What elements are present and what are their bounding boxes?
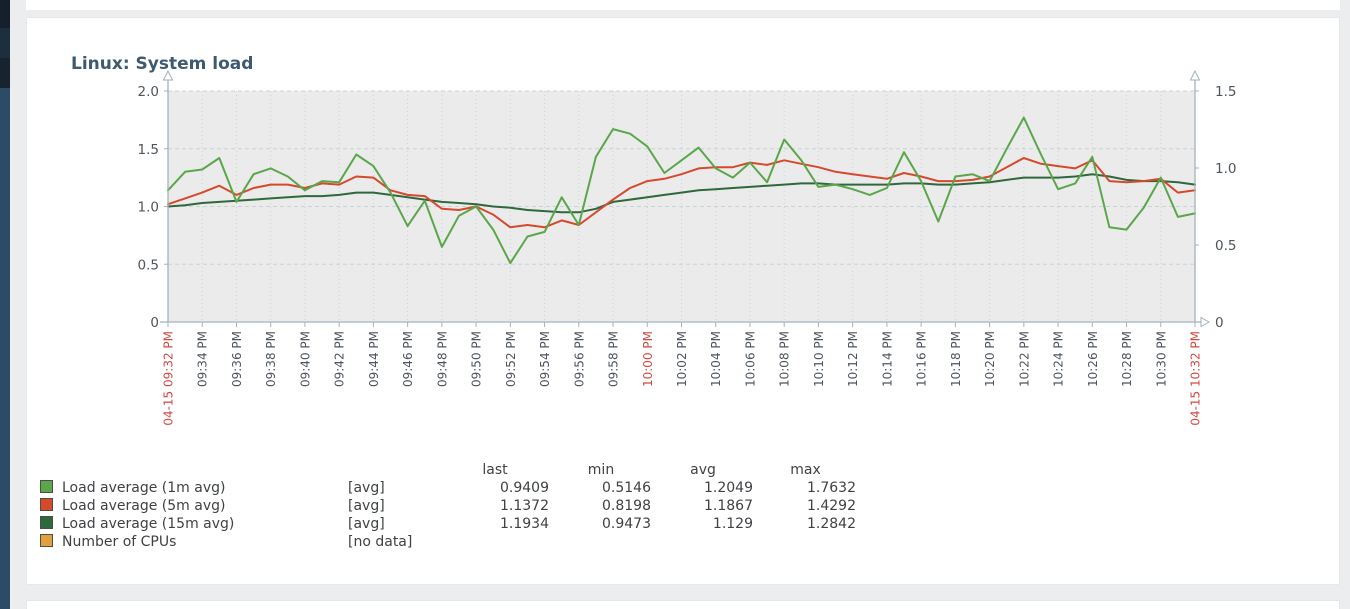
series-color-swatch <box>40 533 53 547</box>
series-scale-label: [no data] <box>348 534 413 550</box>
menu-segment <box>0 88 10 609</box>
menu-segment <box>0 58 10 88</box>
series-scale-label: [avg] <box>348 516 385 532</box>
legend-header-max: max <box>790 462 821 478</box>
stat-min: 0.9473 <box>602 516 651 532</box>
legend-row: Load average (1m avg) [avg] 0.9409 0.5146 1.… <box>40 479 870 497</box>
swatch-cell <box>40 515 62 533</box>
previous-widget-edge <box>26 0 1340 10</box>
series-label: Load average (15m avg) <box>62 516 235 532</box>
legend-row: Number of CPUs [no data] <box>40 533 870 551</box>
stat-avg: 1.2049 <box>704 480 753 496</box>
legend-header-avg: avg <box>690 462 716 478</box>
series-color-swatch <box>40 479 53 493</box>
menu-segment <box>0 0 10 28</box>
series-color-swatch <box>40 497 53 511</box>
series-scale-label: [avg] <box>348 480 385 496</box>
series-label: Load average (5m avg) <box>62 498 226 514</box>
swatch-cell <box>40 479 62 497</box>
stat-max: 1.2842 <box>807 516 856 532</box>
stat-last: 1.1934 <box>500 516 549 532</box>
stat-min: 0.8198 <box>602 498 651 514</box>
swatch-cell <box>40 497 62 515</box>
stat-min: 0.5146 <box>602 480 651 496</box>
stat-last: 0.9409 <box>500 480 549 496</box>
legend-header-row: last min avg max <box>40 461 870 479</box>
graph-legend: last min avg max Load average (1m avg) [avg] 0… <box>40 461 870 551</box>
series-label: Number of CPUs <box>62 534 177 550</box>
stat-avg: 1.1867 <box>704 498 753 514</box>
stat-max: 1.4292 <box>807 498 856 514</box>
stat-avg: 1.129 <box>712 516 753 532</box>
stat-max: 1.7632 <box>807 480 856 496</box>
swatch-cell <box>40 533 62 551</box>
legend-row: Load average (15m avg) [avg] 1.1934 0.9473 1… <box>40 515 870 533</box>
legend-row: Load average (5m avg) [avg] 1.1372 0.8198 1.… <box>40 497 870 515</box>
legend-header-min: min <box>587 462 615 478</box>
collapsed-main-menu[interactable] <box>0 0 10 609</box>
series-scale-label: [avg] <box>348 498 385 514</box>
next-widget-edge <box>26 600 1340 609</box>
stat-last: 1.1372 <box>500 498 549 514</box>
widget-title: Linux: System load <box>71 54 254 74</box>
series-color-swatch <box>40 515 53 529</box>
legend-header-last: last <box>482 462 508 478</box>
menu-segment <box>0 28 10 58</box>
series-label: Load average (1m avg) <box>62 480 226 496</box>
